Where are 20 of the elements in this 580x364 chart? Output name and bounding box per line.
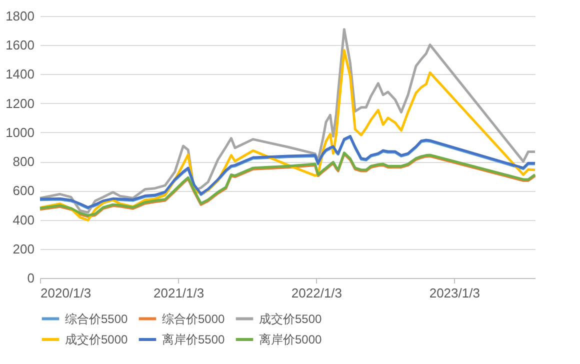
y-tick-label: 1200	[6, 96, 34, 111]
legend-label: 离岸价5500	[162, 332, 226, 346]
y-tick-label: 1600	[6, 38, 34, 53]
y-tick-label: 200	[12, 241, 34, 256]
y-tick-label: 800	[12, 154, 34, 170]
legend-label: 综合价5000	[162, 312, 226, 326]
y-tick-label: 1800	[6, 8, 34, 24]
y-tick-label: 400	[12, 212, 34, 228]
legend-label: 成交价5000	[65, 332, 128, 346]
x-tick-label: 2021/1/3	[153, 286, 204, 300]
x-tick-label: 2020/1/3	[40, 286, 92, 300]
y-tick-label: 600	[12, 183, 34, 198]
x-tick-label: 2023/1/3	[429, 286, 480, 300]
x-tick-label: 2022/1/3	[291, 286, 342, 300]
legend-label: 离岸价5000	[259, 332, 322, 346]
legend-label: 综合价5500	[65, 312, 128, 326]
y-tick-label: 1400	[6, 66, 34, 82]
y-tick-label: 0	[27, 270, 34, 286]
legend-label: 成交价5500	[259, 312, 322, 326]
y-tick-label: 1000	[6, 124, 34, 140]
